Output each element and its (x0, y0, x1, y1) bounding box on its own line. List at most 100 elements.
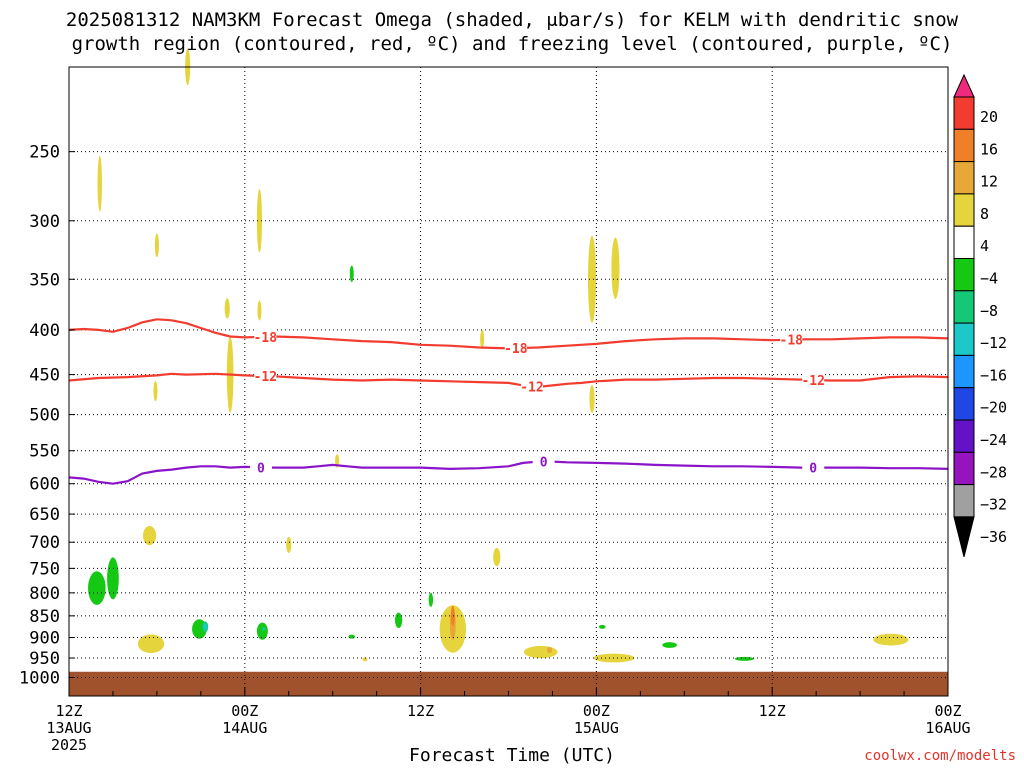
omega-region (256, 189, 263, 253)
plot-frame (68, 66, 949, 697)
colorbar-label: 12 (980, 173, 998, 191)
colorbar-label: −16 (980, 366, 1007, 384)
y-tick-label: 500 (29, 406, 60, 426)
colorbar-top-arrow (953, 73, 975, 98)
colorbar-label: −12 (980, 334, 1007, 352)
colorbar-segment (953, 451, 975, 486)
colorbar-segment (953, 225, 975, 259)
y-tick-label: 250 (29, 143, 60, 163)
x-tick-label: 12Z (407, 702, 434, 720)
omega-region (546, 646, 553, 654)
colorbar-label: 20 (980, 108, 998, 126)
colorbar-segment (953, 387, 975, 421)
colorbar-label: −32 (980, 496, 1007, 514)
contour-label-0: 0 (257, 461, 265, 476)
colorbar-segment (953, 322, 975, 356)
contour-label--12: -12 (801, 374, 824, 389)
omega-region (523, 645, 558, 659)
x-tick-label: 12Z (55, 702, 82, 720)
colorbar-label: −20 (980, 399, 1007, 417)
contour-label--18: -18 (504, 342, 528, 357)
contour-label-bg (254, 368, 277, 384)
y-tick-label: 400 (29, 321, 60, 341)
contour-label-bg (780, 331, 803, 347)
contour-label-bg (254, 328, 277, 344)
contour-label-bg (504, 340, 527, 356)
omega-region (362, 657, 368, 662)
colorbar-label: 4 (980, 237, 989, 255)
colorbar-label: 16 (980, 140, 998, 158)
y-tick-label: 300 (29, 212, 60, 232)
omega-region (611, 237, 620, 300)
omega-region (88, 571, 106, 605)
omega-region (734, 656, 754, 661)
contour-label-bg (520, 378, 543, 394)
omega-region (137, 634, 165, 654)
omega-region (873, 633, 909, 646)
y-tick-label: 600 (29, 475, 60, 495)
colorbar-segment (953, 419, 975, 453)
chart-title-line-1: 2025081312 NAM3KM Forecast Omega (shaded… (65, 9, 959, 31)
omega-region (142, 525, 157, 546)
omega-region (154, 233, 159, 258)
colorbar-segment (953, 161, 975, 195)
omega-region (450, 605, 455, 626)
contour-label--12: -12 (520, 380, 543, 395)
omega-region (349, 265, 354, 283)
x-tick-label: 00Z (934, 702, 961, 720)
colorbar-label: −28 (980, 463, 1007, 481)
omega-region (97, 155, 102, 212)
omega-region (203, 623, 208, 631)
colorbar-segment (953, 96, 975, 130)
y-tick-label: 650 (29, 505, 60, 525)
contour-label-0: 0 (540, 456, 548, 471)
colorbar-segment (953, 193, 975, 227)
y-tick-label: 350 (29, 270, 60, 290)
omega-region (493, 547, 501, 567)
contour-label-bg (249, 459, 272, 475)
omega-region (587, 235, 597, 323)
x-tick-label: 00Z (583, 702, 610, 720)
omega-region (394, 612, 403, 629)
y-tick-label: 800 (29, 584, 60, 604)
contour-label--18: -18 (254, 331, 278, 346)
y-tick-label: 900 (29, 629, 60, 649)
colorbar-segment (953, 290, 975, 324)
colorbar-label: −36 (980, 528, 1007, 546)
colorbar-segment (953, 354, 975, 389)
omega-region (428, 592, 434, 607)
contour-line--18 (68, 318, 949, 350)
chart-title-line-2: growth region (contoured, red, ºC) and f… (71, 33, 953, 55)
contour-line-0 (68, 460, 949, 485)
y-tick-label: 750 (29, 559, 60, 579)
credit-text: coolwx.com/modelts (864, 748, 1016, 764)
omega-region (224, 298, 230, 319)
colorbar-label: −24 (980, 431, 1007, 449)
colorbar-label: −4 (980, 270, 998, 288)
contour-label--12: -12 (254, 370, 277, 385)
contour-label-bg (802, 371, 825, 387)
omega-region (348, 634, 356, 639)
x-tick-label: 13AUG (46, 719, 91, 737)
x-tick-label: 16AUG (925, 719, 970, 737)
colorbar-label: −8 (980, 302, 998, 320)
omega-region (598, 624, 606, 629)
x-tick-label: 15AUG (574, 719, 619, 737)
y-tick-label: 850 (29, 607, 60, 627)
contour-label--18: -18 (780, 334, 804, 349)
omega-region (480, 330, 485, 349)
y-tick-label: 700 (29, 533, 60, 553)
y-tick-label: 950 (29, 649, 60, 669)
colorbar-label: 8 (980, 205, 989, 223)
colorbar-segment (953, 128, 975, 163)
contour-label-0: 0 (809, 462, 817, 477)
y-tick-label: 1000 (19, 668, 60, 688)
omega-region (286, 536, 292, 553)
x-tick-label: 12Z (759, 702, 786, 720)
colorbar-segment (953, 484, 975, 518)
y-tick-label: 450 (29, 366, 60, 386)
colorbar-bottom-arrow (953, 516, 975, 558)
contour-label-bg (532, 453, 555, 469)
omega-region (153, 381, 158, 402)
